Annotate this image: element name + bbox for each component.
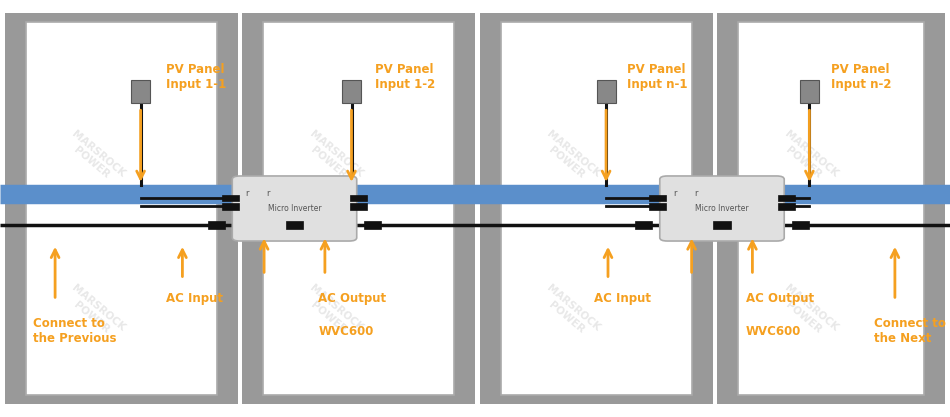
Bar — [738, 22, 924, 395]
Bar — [263, 22, 454, 395]
Text: MARSROCK
POWER: MARSROCK POWER — [775, 283, 840, 342]
Text: r: r — [674, 189, 676, 198]
FancyBboxPatch shape — [659, 176, 785, 241]
Bar — [650, 195, 667, 201]
Text: PV Panel
Input 1-2: PV Panel Input 1-2 — [375, 63, 435, 91]
Bar — [800, 80, 819, 103]
Bar — [738, 22, 924, 395]
Bar — [350, 203, 367, 210]
Text: MARSROCK
POWER: MARSROCK POWER — [63, 129, 127, 188]
Bar — [684, 186, 707, 202]
Bar — [286, 221, 303, 229]
Text: MARSROCK
POWER: MARSROCK POWER — [300, 283, 365, 342]
Bar — [256, 186, 279, 202]
Bar — [717, 13, 945, 404]
Bar — [263, 22, 454, 395]
Text: AC Input: AC Input — [166, 292, 223, 305]
Text: r: r — [694, 189, 697, 198]
Bar — [242, 13, 475, 404]
FancyBboxPatch shape — [232, 176, 357, 241]
Text: AC Input: AC Input — [594, 292, 651, 305]
Bar — [650, 203, 667, 210]
Text: WVC600: WVC600 — [318, 325, 373, 338]
Bar — [26, 22, 217, 395]
Bar — [26, 22, 217, 395]
Text: PV Panel
Input n-2: PV Panel Input n-2 — [831, 63, 892, 91]
Text: MARSROCK
POWER: MARSROCK POWER — [63, 283, 127, 342]
Text: AC Output: AC Output — [746, 292, 814, 305]
Bar — [635, 221, 652, 229]
Bar — [221, 195, 239, 201]
Text: PV Panel
Input n-1: PV Panel Input n-1 — [627, 63, 688, 91]
Bar — [342, 80, 361, 103]
Bar — [713, 221, 731, 229]
Bar — [5, 13, 238, 404]
Text: MARSROCK
POWER: MARSROCK POWER — [538, 283, 602, 342]
Bar — [236, 186, 258, 202]
Bar — [777, 203, 794, 210]
Text: MARSROCK
POWER: MARSROCK POWER — [775, 129, 840, 188]
Text: Micro Inverter: Micro Inverter — [268, 204, 321, 213]
Text: Micro Inverter: Micro Inverter — [695, 204, 749, 213]
Bar — [350, 195, 367, 201]
Text: MARSROCK
POWER: MARSROCK POWER — [538, 129, 602, 188]
Text: r: r — [246, 189, 249, 198]
Text: PV Panel
Input 1-1: PV Panel Input 1-1 — [166, 63, 226, 91]
Bar — [777, 195, 794, 201]
Text: WVC600: WVC600 — [746, 325, 801, 338]
Bar — [597, 80, 616, 103]
Bar — [131, 80, 150, 103]
Bar — [480, 13, 712, 404]
Bar — [364, 221, 382, 229]
Bar — [501, 22, 692, 395]
Text: r: r — [267, 189, 270, 198]
Text: MARSROCK
POWER: MARSROCK POWER — [300, 129, 365, 188]
Bar — [207, 221, 224, 229]
Bar — [663, 186, 687, 202]
Text: AC Output: AC Output — [318, 292, 387, 305]
Bar — [501, 22, 692, 395]
Text: Connect to
the Next: Connect to the Next — [874, 317, 946, 345]
Text: Connect to
the Previous: Connect to the Previous — [33, 317, 117, 345]
Bar — [221, 203, 239, 210]
Bar — [792, 221, 809, 229]
